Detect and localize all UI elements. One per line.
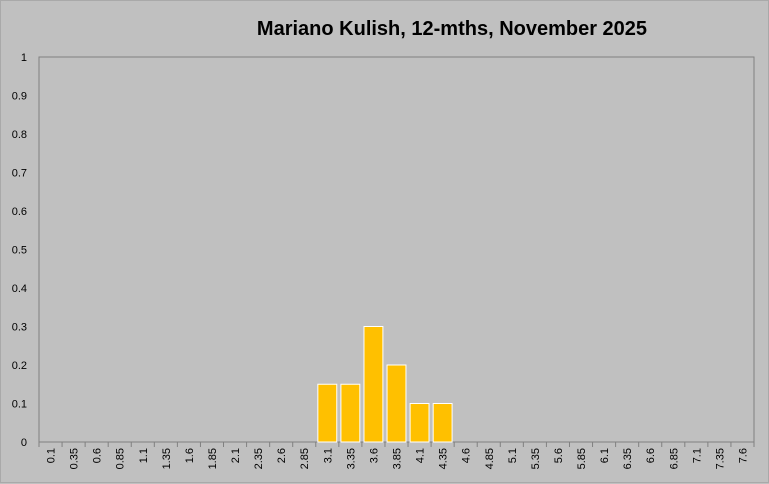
bar [409, 403, 430, 443]
y-tick-label: 0 [21, 437, 27, 449]
x-tick-label: 4.85 [484, 448, 496, 469]
x-tick-label: 0.85 [115, 448, 127, 469]
x-tick-label: 5.35 [530, 448, 542, 469]
x-tick-label: 6.6 [645, 448, 657, 463]
x-tick-label: 3.6 [368, 448, 380, 463]
bar [340, 383, 361, 443]
x-tick-label: 1.6 [184, 448, 196, 463]
y-tick-label: 0.2 [12, 360, 27, 372]
x-tick-label: 1.35 [161, 448, 173, 469]
y-tick-label: 0.5 [12, 245, 27, 257]
y-tick-label: 0.6 [12, 206, 27, 218]
x-tick-label: 2.85 [299, 448, 311, 469]
bar [386, 364, 407, 443]
x-tick-label: 1.85 [207, 448, 219, 469]
bar [432, 403, 453, 443]
x-tick-label: 6.85 [668, 448, 680, 469]
x-tick-label: 6.35 [622, 448, 634, 469]
x-tick-label: 4.1 [415, 448, 427, 463]
y-tick-label: 0.9 [12, 91, 27, 103]
x-tick-label: 5.1 [507, 448, 519, 463]
x-tick-label: 3.35 [345, 448, 357, 469]
x-tick-label: 7.6 [737, 448, 749, 463]
y-tick-label: 0.8 [12, 129, 27, 141]
x-tick-label: 0.6 [92, 448, 104, 463]
y-tick-label: 0.4 [12, 283, 27, 295]
bar [363, 326, 384, 443]
x-tick-label: 7.1 [691, 448, 703, 463]
x-tick-label: 2.35 [253, 448, 265, 469]
x-tick-label: 2.1 [230, 448, 242, 463]
x-tick-label: 6.1 [599, 448, 611, 463]
x-tick-label: 4.35 [438, 448, 450, 469]
x-tick-label: 4.6 [461, 448, 473, 463]
x-tick-label: 7.35 [714, 448, 726, 469]
bar [317, 383, 338, 443]
x-tick-label: 2.6 [276, 448, 288, 463]
y-tick-label: 1 [21, 52, 27, 64]
y-tick-label: 0.7 [12, 168, 27, 180]
x-tick-label: 1.1 [138, 448, 150, 463]
x-tick-label: 5.85 [576, 448, 588, 469]
x-tick-label: 5.6 [553, 448, 565, 463]
x-tick-label: 0.35 [69, 448, 81, 469]
x-tick-label: 0.1 [46, 448, 58, 463]
y-tick-label: 0.1 [12, 399, 27, 411]
x-tick-label: 3.85 [392, 448, 404, 469]
x-tick-label: 3.1 [322, 448, 334, 463]
y-tick-label: 0.3 [12, 322, 27, 334]
